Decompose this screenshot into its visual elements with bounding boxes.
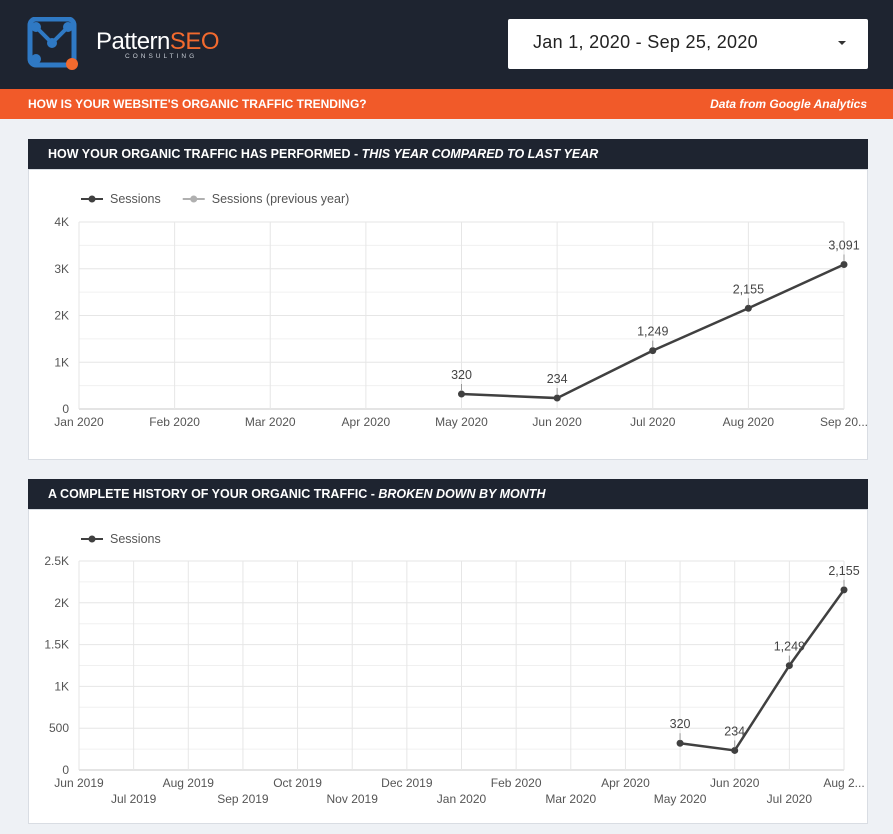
x-tick-label: Apr 2020: [601, 776, 650, 790]
x-tick-label: Feb 2020: [491, 776, 542, 790]
x-tick-label: Oct 2019: [273, 776, 322, 790]
data-label: 234: [547, 372, 568, 386]
x-tick-label: Nov 2019: [327, 792, 379, 806]
brand-name: PatternSEO: [96, 28, 220, 56]
data-label: 3,091: [828, 238, 859, 252]
data-label: 320: [670, 717, 691, 731]
x-tick-label: Dec 2019: [381, 776, 433, 790]
y-tick-label: 1K: [54, 355, 69, 369]
chart-this-year-vs-last-year: Sessions Sessions (previous year) 0 1K 2K 3K 4…: [54, 192, 868, 429]
brand-name-part2: SEO: [169, 28, 220, 55]
brand-name-part1: Pattern: [96, 28, 170, 55]
legend-marker-0: [88, 195, 96, 203]
x-tick-label: Aug 2019: [163, 776, 215, 790]
x-tick-label: Apr 2020: [342, 415, 391, 429]
x-tick-label: Jun 2020: [532, 415, 582, 429]
y-tick-label: 2K: [54, 309, 69, 323]
data-point: [744, 304, 752, 312]
banner-source: Data from Google Analytics: [710, 97, 867, 111]
y-tick-label: 1.5K: [44, 638, 69, 652]
x-tick-label: Jan 2020: [54, 415, 104, 429]
data-point: [840, 586, 848, 594]
data-point: [840, 260, 848, 268]
brand-subtitle: CONSULTING: [125, 53, 198, 60]
x-tick-label: Aug 2...: [823, 776, 864, 790]
data-point: [785, 662, 793, 670]
legend-marker-1: [190, 195, 198, 203]
x-tick-label: May 2020: [435, 415, 488, 429]
y-tick-label: 0: [62, 763, 69, 777]
legend-label-0: Sessions: [110, 532, 161, 546]
data-label: 320: [451, 368, 472, 382]
data-label: 2,155: [733, 282, 764, 296]
data-point: [731, 746, 739, 754]
x-tick-label: Jul 2020: [630, 415, 676, 429]
x-tick-label: Jul 2020: [767, 792, 813, 806]
section2-title: A COMPLETE HISTORY OF YOUR ORGANIC TRAFF…: [48, 487, 545, 501]
section1-title-emphasis: THIS YEAR COMPARED TO LAST YEAR: [361, 147, 599, 161]
x-tick-label: Mar 2020: [545, 792, 596, 806]
section1-title: HOW YOUR ORGANIC TRAFFIC HAS PERFORMED -…: [48, 147, 598, 161]
y-tick-label: 2K: [54, 596, 69, 610]
y-tick-label: 3K: [54, 262, 69, 276]
series-line-0: [679, 589, 846, 752]
y-tick-label: 500: [49, 721, 69, 735]
section1-title-main: HOW YOUR ORGANIC TRAFFIC HAS PERFORMED -: [48, 147, 362, 161]
chart2-panel: Sessions 0 500 1K 1.5K 2K 2.5K Jun 2019 Jul 2019…: [28, 509, 868, 824]
data-label: 1,249: [774, 640, 805, 654]
section2-title-main: A COMPLETE HISTORY OF YOUR ORGANIC TRAFF…: [48, 487, 379, 501]
x-tick-label: Jan 2020: [437, 792, 487, 806]
chart1-panel: Sessions Sessions (previous year) 0 1K 2K 3K 4…: [28, 169, 868, 460]
data-point: [649, 347, 657, 355]
banner-question: HOW IS YOUR WEBSITE'S ORGANIC TRAFFIC TR…: [28, 97, 367, 111]
x-tick-label: Jun 2019: [54, 776, 104, 790]
x-tick-label: May 2020: [654, 792, 707, 806]
pattern-seo-logo-icon: [27, 17, 78, 70]
x-tick-label: Mar 2020: [245, 415, 296, 429]
legend-label-0: Sessions: [110, 192, 161, 206]
date-range-value: Jan 1, 2020 - Sep 25, 2020: [533, 32, 758, 52]
chart-monthly-history: Sessions 0 500 1K 1.5K 2K 2.5K Jun 2019 Jul 2019…: [44, 532, 864, 806]
data-point: [458, 390, 465, 398]
data-point: [553, 394, 561, 402]
legend-label-1: Sessions (previous year): [212, 192, 350, 206]
question-banner: HOW IS YOUR WEBSITE'S ORGANIC TRAFFIC TR…: [0, 89, 893, 119]
section2-title-emphasis: BROKEN DOWN BY MONTH: [378, 487, 546, 501]
y-tick-label: 1K: [54, 679, 69, 693]
y-tick-label: 0: [62, 402, 69, 416]
section2-header: A COMPLETE HISTORY OF YOUR ORGANIC TRAFF…: [28, 479, 868, 509]
y-tick-label: 2.5K: [44, 554, 69, 568]
x-tick-label: Sep 2019: [217, 792, 269, 806]
x-tick-label: Jun 2020: [710, 776, 760, 790]
y-tick-label: 4K: [54, 215, 69, 229]
date-range-picker[interactable]: Jan 1, 2020 - Sep 25, 2020: [508, 19, 868, 69]
data-label: 1,249: [637, 325, 668, 339]
section1-header: HOW YOUR ORGANIC TRAFFIC HAS PERFORMED -…: [28, 139, 868, 169]
top-bar: PatternSEO CONSULTING Jan 1, 2020 - Sep …: [0, 0, 893, 89]
data-label: 2,155: [828, 564, 859, 578]
caret-down-icon: [838, 41, 846, 45]
legend-marker-0: [88, 535, 96, 543]
x-tick-label: Aug 2020: [723, 415, 775, 429]
x-tick-label: Jul 2019: [111, 792, 157, 806]
data-label: 234: [724, 724, 745, 738]
data-point: [676, 739, 684, 747]
x-tick-label: Sep 20...: [820, 415, 867, 429]
x-tick-label: Feb 2020: [149, 415, 200, 429]
